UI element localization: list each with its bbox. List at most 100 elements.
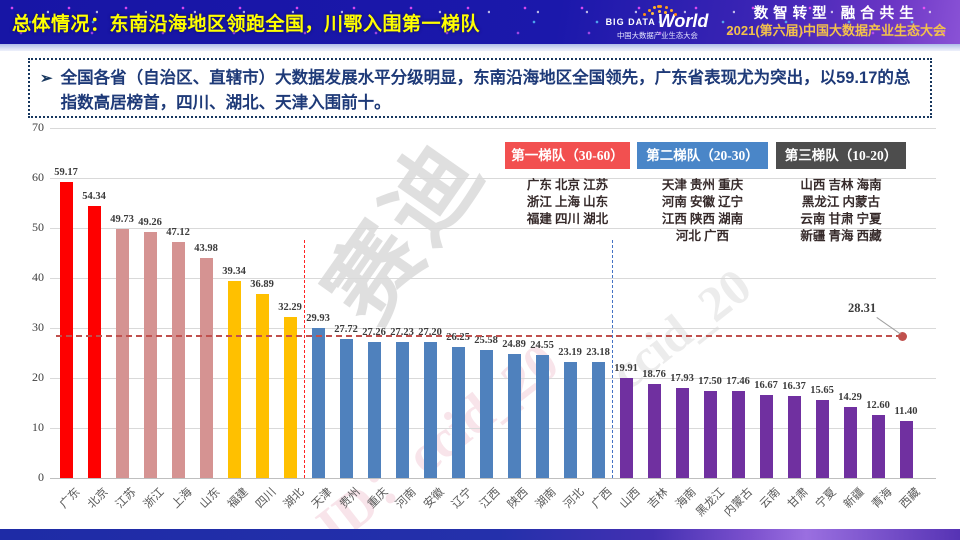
bar [115,229,129,478]
bar-value-label: 15.65 [810,384,834,396]
legend-tier-3-provinces: 山西 吉林 海南 黑龙江 内蒙古 云南 甘肃 宁夏 新疆 青海 西藏 [776,177,906,245]
bar [311,328,325,478]
legend-province-row: 浙江 上海 山东 [526,195,609,209]
y-tick-label: 70 [32,120,44,134]
bar [59,182,73,478]
reference-value-label: 28.31 [848,301,877,315]
slogan-line1: 数智转型 融合共生 [753,5,919,22]
bar-value-label: 17.93 [670,373,694,385]
bar [199,258,213,478]
bar [675,388,689,478]
bar-value-label: 12.60 [866,400,890,411]
summary-callout: ➢ 全国各省（自治区、直辖市）大数据发展水平分级明显，东南沿海地区全国领先，广东… [28,58,932,118]
legend-province-row: 天津 贵州 重庆 [661,178,744,192]
y-tick-label: 10 [32,420,44,434]
legend-province-row: 江西 陕西 湖南 [661,212,744,226]
gridline [50,278,936,279]
bar [255,293,269,478]
gridline [50,478,936,479]
legend-tier-3-box: 第三梯队（10-20） [776,142,906,169]
logo-text: BIG DATA World [606,12,709,32]
bar-value-label: 27.23 [390,326,414,338]
header-bar: 总体情况：东南沿海地区领跑全国，川鄂入围第一梯队 BIG DATA World 中… [0,0,960,44]
bar [563,362,577,478]
bar [395,341,409,478]
x-axis-label: 西藏 [838,483,923,511]
bar [339,339,353,478]
bar-value-label: 39.34 [222,266,246,278]
watermark-saidi: 赛迪 [306,121,503,341]
header-right: BIG DATA World 中国大数据产业生态大会 数智转型 融合共生 2021… [606,3,960,40]
bar-value-label: 29.93 [306,313,330,325]
legend-tier-1-provinces: 广东 北京 江苏 浙江 上海 山东 福建 四川 湖北 [505,177,630,228]
bar [171,242,185,478]
legend-province-row: 福建 四川 湖北 [526,212,609,226]
tier-separator-line [304,240,305,478]
bar-value-label: 36.89 [250,278,274,290]
slide-title: 总体情况：东南沿海地区领跑全国，川鄂入围第一梯队 [12,13,481,35]
bar-value-label: 24.55 [530,340,554,352]
summary-text: 全国各省（自治区、直辖市）大数据发展水平分级明显，东南沿海地区全国领先，广东省表… [60,69,911,112]
gridline [50,178,936,179]
bar [507,353,521,478]
bar [703,390,717,478]
bar-value-label: 16.67 [754,379,778,391]
bar-value-label: 17.50 [698,375,722,387]
gridline [50,128,936,129]
legend-tier-1-box: 第一梯队（30-60） [505,142,630,169]
bar-value-label: 43.98 [194,243,218,255]
gridline [50,378,936,379]
legend-province-row: 河北 广西 [675,229,730,243]
bar [647,384,661,478]
bar [815,399,829,478]
y-tick-label: 60 [32,170,44,184]
bar-value-label: 32.29 [278,301,302,313]
reference-line [56,335,902,338]
bar [619,378,633,478]
bar [367,341,381,478]
bar [843,406,857,478]
legend-province-row: 新疆 青海 西藏 [800,229,882,243]
bar-value-label: 49.26 [138,216,162,228]
y-tick-label: 20 [32,370,44,384]
header-accent-strip [0,44,960,51]
legend-province-row: 黑龙江 内蒙古 [801,195,881,209]
gridline [50,228,936,229]
logo-dots-icon [656,5,660,9]
bar-value-label: 59.17 [54,167,78,179]
y-tick-label: 0 [38,470,44,484]
logo-world-label: World [657,11,709,32]
gridline [50,428,936,429]
bar [787,396,801,478]
bigdata-world-logo: BIG DATA World 中国大数据产业生态大会 [606,3,709,40]
logo-subtitle: 中国大数据产业生态大会 [616,31,698,40]
bar-value-label: 24.89 [502,338,526,350]
bar-value-label: 47.12 [166,227,190,239]
tier-separator-line [612,240,613,478]
bar-value-label: 49.73 [110,214,134,226]
legend-province-row: 广东 北京 江苏 [526,178,609,192]
bar-value-label: 54.34 [82,191,106,203]
bottom-accent-strip [0,529,960,540]
bar-value-label: 23.18 [586,347,610,359]
bar [591,362,605,478]
bar [759,394,773,478]
bar-value-label: 19.91 [614,363,638,375]
bar-value-label: 14.29 [838,391,862,403]
bar-value-label: 11.40 [894,406,918,417]
bar [731,390,745,478]
reference-leader-line [876,317,901,335]
bar [479,350,493,478]
bar [451,346,465,478]
slogan-line2: 2021(第六届)中国大数据产业生态大会 [726,22,946,38]
bar [143,231,157,478]
bar-value-label: 16.37 [782,381,806,393]
bar [899,421,913,478]
bar [423,342,437,478]
bar-value-label: 17.46 [726,375,750,387]
x-axis-label-text: 西藏 [897,486,923,511]
bar-value-label: 27.26 [362,326,386,338]
arrow-bullet-icon: ➢ [40,70,53,87]
gridline [50,328,936,329]
